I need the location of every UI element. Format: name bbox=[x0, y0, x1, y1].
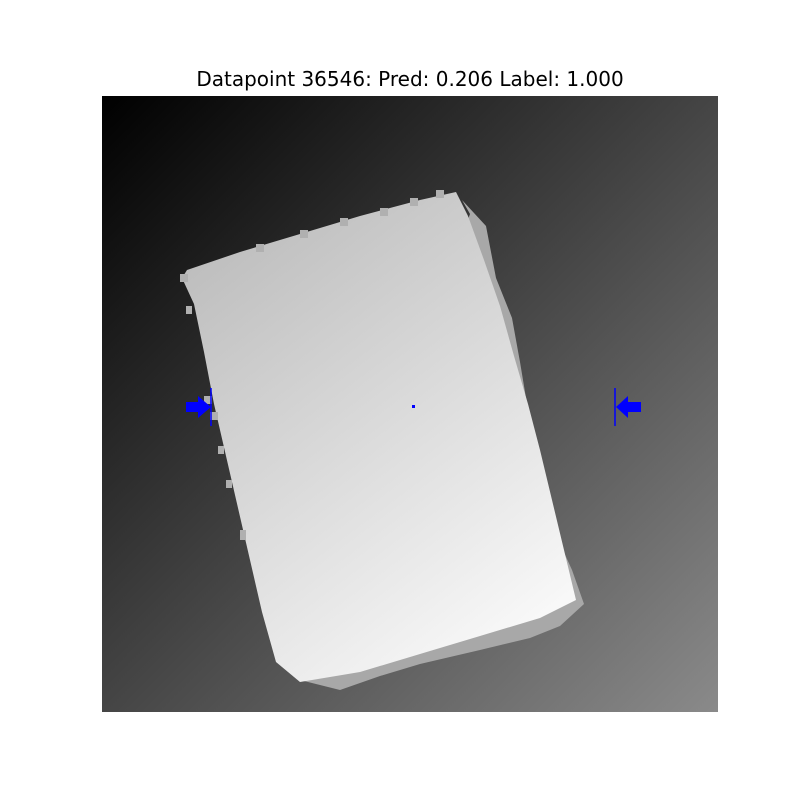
edge-artifacts bbox=[180, 190, 444, 540]
figure-title: Datapoint 36546: Pred: 0.206 Label: 1.00… bbox=[196, 67, 624, 91]
dot-icon bbox=[412, 405, 415, 408]
arrow-right-icon bbox=[186, 396, 211, 418]
arrow-left-icon bbox=[616, 396, 641, 418]
box-object bbox=[182, 192, 576, 682]
